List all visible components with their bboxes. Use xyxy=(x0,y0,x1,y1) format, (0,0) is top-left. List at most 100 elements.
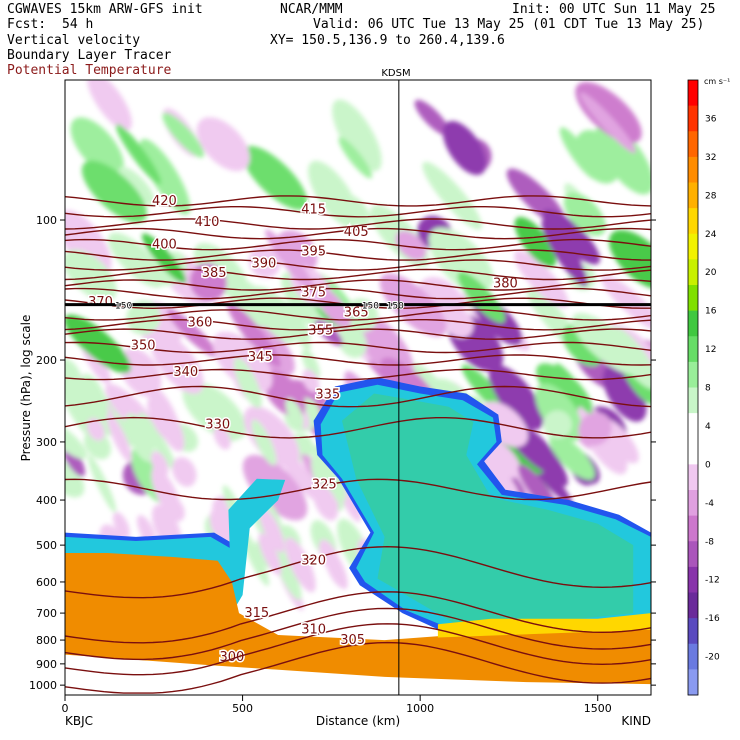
colorbar-unit: cm s⁻¹ xyxy=(704,77,730,86)
theta-label-315: 315 xyxy=(244,606,269,621)
theta-contour-410 xyxy=(65,218,651,230)
w-blob xyxy=(312,484,339,521)
colorbar-swatch xyxy=(688,259,698,286)
w-blob xyxy=(285,537,316,593)
theta-contour-390 xyxy=(65,259,651,271)
colorbar-swatch xyxy=(688,336,698,363)
station-marker-label: KDSM xyxy=(381,68,410,79)
theta-label-400: 400 xyxy=(152,238,177,253)
colorbar-swatch xyxy=(688,310,698,337)
init-time: Init: 00 UTC Sun 11 May 25 xyxy=(512,2,716,17)
cross-section-endpoints: XY= 150.5,136.9 to 260.4,139.6 xyxy=(270,33,505,48)
x-start-station: KBJC xyxy=(65,714,93,728)
w-blob xyxy=(242,145,308,210)
w-blob xyxy=(65,249,117,302)
w-blob xyxy=(125,413,155,463)
organization-label: NCAR/MMM xyxy=(280,2,343,17)
y-tick-label: 300 xyxy=(36,436,57,449)
theta-contour-335 xyxy=(65,385,651,408)
colorbar-swatch xyxy=(688,438,698,465)
theta-contour-360 xyxy=(65,318,651,331)
colorbar-frame xyxy=(687,79,699,696)
colorbar-label: 24 xyxy=(705,230,717,240)
theta-contour-320 xyxy=(65,545,651,599)
w-blob xyxy=(182,381,247,441)
theta-contour-385 xyxy=(65,268,651,281)
w-blob xyxy=(575,81,642,144)
w-blob xyxy=(115,124,162,185)
theta-contour-340 xyxy=(65,368,651,381)
theta-label-335: 335 xyxy=(315,387,340,402)
theta-label-365: 365 xyxy=(344,305,369,320)
tracer-yellow-band xyxy=(437,613,651,638)
colorbar-swatch xyxy=(688,669,698,696)
colorbar-label: 36 xyxy=(705,114,717,124)
w-blob xyxy=(318,539,341,574)
colorbar-swatch xyxy=(688,233,698,260)
w-blob xyxy=(395,230,427,261)
colorbar-label: 8 xyxy=(705,384,711,394)
w-blob xyxy=(422,161,483,230)
theta-label-410: 410 xyxy=(195,215,220,230)
w-blob xyxy=(271,542,302,601)
colorbar-swatch xyxy=(688,515,698,542)
w-blob xyxy=(285,398,304,428)
colorbar-swatch xyxy=(688,618,698,645)
w-blob xyxy=(259,506,285,553)
colorbar-swatch xyxy=(688,413,698,440)
colorbar-label: 20 xyxy=(705,268,717,278)
colorbar-swatch xyxy=(688,131,698,158)
tracer-plume-core xyxy=(342,393,634,625)
theta-label-385: 385 xyxy=(202,266,227,281)
w-blob xyxy=(414,99,450,136)
w-blob xyxy=(87,417,105,441)
w-blob xyxy=(314,319,343,346)
theta-label-375: 375 xyxy=(301,285,326,300)
colorbar-swatch xyxy=(688,464,698,491)
theta-contour-330 xyxy=(65,416,651,439)
colorbar-swatch xyxy=(688,80,698,107)
theta-label-360: 360 xyxy=(188,315,213,330)
w-blob xyxy=(542,209,601,265)
theta-label-320: 320 xyxy=(301,554,326,569)
w-blob xyxy=(302,369,320,393)
w-blob xyxy=(337,325,367,358)
w-blob xyxy=(571,312,643,375)
theta-contour-305 xyxy=(65,623,651,676)
w-blob xyxy=(555,363,593,414)
w-blob xyxy=(196,117,250,172)
colorbar-swatch xyxy=(688,566,698,593)
colorbar-label: 28 xyxy=(705,191,717,201)
theta-contour-395 xyxy=(65,249,651,261)
colorbar-label: 4 xyxy=(705,422,711,432)
plot-frame xyxy=(64,79,652,696)
colorbar-swatch xyxy=(688,156,698,183)
x-tick-label: 1000 xyxy=(406,702,434,715)
w-blob xyxy=(139,138,191,215)
x-tick-label: 500 xyxy=(232,702,253,715)
theta-contour-375 xyxy=(65,287,651,300)
w-blob xyxy=(87,454,117,513)
w-blob xyxy=(65,210,112,276)
colorbar-label: 32 xyxy=(705,153,716,163)
theta-contour-315 xyxy=(65,591,651,644)
colorbar-label: -8 xyxy=(705,537,714,547)
field-potential-temperature: Potential Temperature xyxy=(7,63,172,78)
y-tick-label: 900 xyxy=(36,658,57,671)
w-blob xyxy=(563,192,606,236)
theta-label-420: 420 xyxy=(152,194,177,209)
w-blob xyxy=(428,227,494,291)
y-tick-label: 800 xyxy=(36,634,57,647)
w-blob xyxy=(166,308,218,357)
colorbar-swatch xyxy=(688,592,698,619)
theta-label-330: 330 xyxy=(205,417,230,432)
w-blob xyxy=(81,373,109,418)
tropopause-label: 150 xyxy=(362,302,379,312)
x-tick-label: 0 xyxy=(62,702,69,715)
w-blob xyxy=(308,160,359,228)
w-blob xyxy=(172,456,197,487)
x-end-station: KIND xyxy=(621,714,651,728)
colorbar-swatch xyxy=(688,361,698,388)
w-blob xyxy=(489,364,544,430)
theta-label-395: 395 xyxy=(301,245,326,260)
